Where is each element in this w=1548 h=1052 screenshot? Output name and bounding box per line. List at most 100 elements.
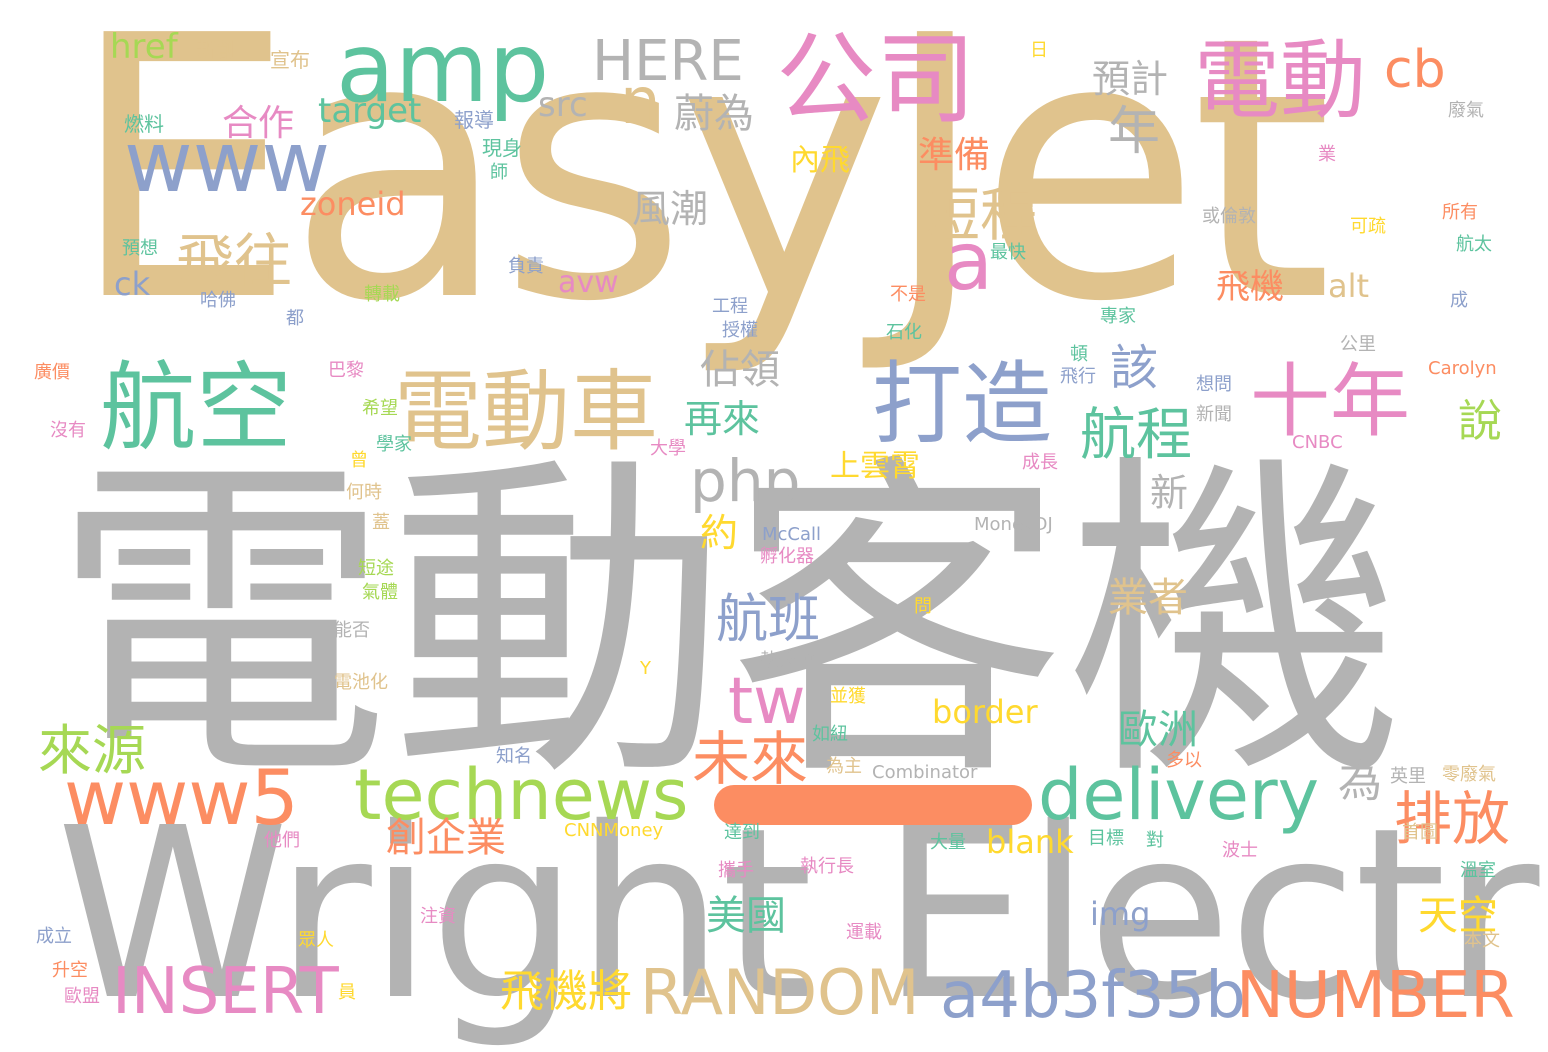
word-cnbc: CNBC (1292, 432, 1343, 453)
word-kilometer: 公里 (1340, 334, 1376, 355)
word-exhaust: 廢氣 (1448, 100, 1484, 121)
word-mccall: McCall (762, 524, 822, 545)
word-href: href (110, 27, 178, 67)
word-img: img (1090, 895, 1151, 933)
word-repost: 轉載 (364, 284, 400, 305)
word-ceo: 執行長 (800, 856, 854, 877)
word-combinator: Combinator (872, 762, 978, 783)
word-expected: 預計 (1092, 57, 1169, 101)
word-mostly: 多以 (1166, 750, 1202, 771)
word-carolyn: Carolyn (1428, 358, 1497, 379)
word-ask: 問 (914, 596, 932, 617)
word-random: RANDOM (640, 956, 920, 1029)
word-once: 曾 (350, 450, 368, 471)
word-industry: 業 (1318, 144, 1336, 165)
word-blank: blank (986, 823, 1074, 861)
word-aerospace: 航太 (1456, 234, 1492, 255)
word-responsible: 負責 (508, 256, 544, 277)
word-cooperate: 合作 (222, 103, 295, 144)
word-short-haul: 短程 (922, 181, 1039, 249)
word-to: 對 (1146, 830, 1164, 851)
word-when: 何時 (346, 482, 382, 503)
word-cnnmoney: CNNMoney (564, 820, 664, 841)
word-this: 該 (1110, 340, 1159, 396)
word-php: php (690, 447, 801, 515)
word-this-article: 本文 (1464, 930, 1500, 951)
word-or-london: 或倫敦 (1202, 206, 1256, 227)
word-startups: 創企業 (386, 815, 506, 861)
word-prepare: 準備 (918, 135, 991, 176)
word-and-obtain: 並獲 (830, 686, 866, 707)
word-report: 報導 (454, 108, 494, 132)
word-alt: alt (1328, 267, 1370, 305)
word-all: 都 (286, 308, 304, 329)
word-a: a (944, 215, 994, 308)
word-www: www (124, 113, 331, 211)
word-people: 眾人 (298, 930, 334, 951)
word-moneydj: MoneyDJ (974, 514, 1053, 535)
word-boston: 波士 (1222, 840, 1258, 861)
word-europe: 歐洲 (1118, 707, 1198, 753)
word-for: 為 (1338, 756, 1382, 807)
word-electrify: 電池化 (334, 672, 388, 693)
word-paris: 巴黎 (328, 360, 364, 381)
word-future: 未來 (692, 725, 809, 793)
word-eu: 歐盟 (64, 986, 100, 1007)
word-startup: 新創 (196, 38, 236, 62)
word-dash (714, 785, 1032, 825)
word-all-owned: 所有 (1442, 202, 1478, 223)
word-src: src (538, 85, 588, 125)
word-want-ask: 想問 (1196, 374, 1232, 395)
word-zoneid: zoneid (300, 185, 406, 223)
word-announce: 宣布 (270, 48, 310, 72)
word-easyjet: EasyJet (68, 0, 1333, 381)
word-mile: 英里 (1390, 766, 1426, 787)
word-can: 可疏 (1350, 216, 1386, 237)
word-zero-emission: 零廢氣 (1442, 764, 1496, 785)
word-join-hands: 攜手 (718, 860, 754, 881)
word-petrochemical: 石化 (886, 322, 922, 343)
word-operator: 業者 (1108, 575, 1188, 621)
word-avw: avw (558, 265, 619, 300)
word-emission: 排放 (1394, 785, 1511, 853)
word-usa: 美國 (706, 893, 786, 939)
word-license: 授權 (722, 320, 758, 341)
word-aviation: 航空 (100, 352, 292, 464)
word-large: 大量 (930, 832, 966, 853)
word-new: 新 (1150, 471, 1189, 515)
word-goal: 目標 (1088, 828, 1124, 849)
word-gas: 氣體 (362, 582, 398, 603)
word-incubator: 孵化器 (760, 546, 814, 567)
word-whether: 能否 (334, 620, 370, 641)
word-university: 大學 (650, 438, 686, 459)
word-member: 員 (338, 982, 356, 1003)
word-cover-image: 首圖 (1402, 822, 1438, 843)
word-delivery: delivery (1038, 754, 1320, 836)
word-greenhouse: 溫室 (1460, 860, 1496, 881)
word-company: 公司 (776, 21, 976, 138)
word-price: 廣價 (34, 362, 70, 383)
word-day: 日 (1030, 40, 1048, 61)
word-ton: 頓 (1070, 344, 1088, 365)
word-cb: cb (1384, 40, 1446, 100)
word-scholar: 學家 (376, 434, 412, 455)
word-expert: 專家 (1100, 306, 1136, 327)
word-wave: 風潮 (632, 187, 709, 231)
word-wright-electric: Wright Electric (56, 777, 1548, 1052)
word-sky: 天空 (1418, 893, 1498, 939)
word-about: 約 (700, 511, 739, 555)
word-lift-off: 升空 (52, 960, 88, 981)
word-anticipate: 預想 (122, 238, 158, 259)
word-founded: 成立 (36, 926, 72, 947)
word-build-cover: 蓋 (372, 512, 390, 533)
word-www5: www5 (64, 753, 299, 842)
word-technews: technews (354, 754, 689, 836)
word-n: n (620, 65, 661, 139)
word-fastest: 最快 (990, 242, 1026, 263)
word-fly-to: 飛往 (176, 227, 293, 295)
word-become: 成 (1450, 290, 1468, 311)
word-a4b3f35b: a4b3f35b (940, 959, 1246, 1033)
word-flight: 航班 (716, 590, 821, 650)
word-news: 新聞 (1196, 404, 1232, 425)
word-harvard: 哈佛 (200, 290, 236, 311)
